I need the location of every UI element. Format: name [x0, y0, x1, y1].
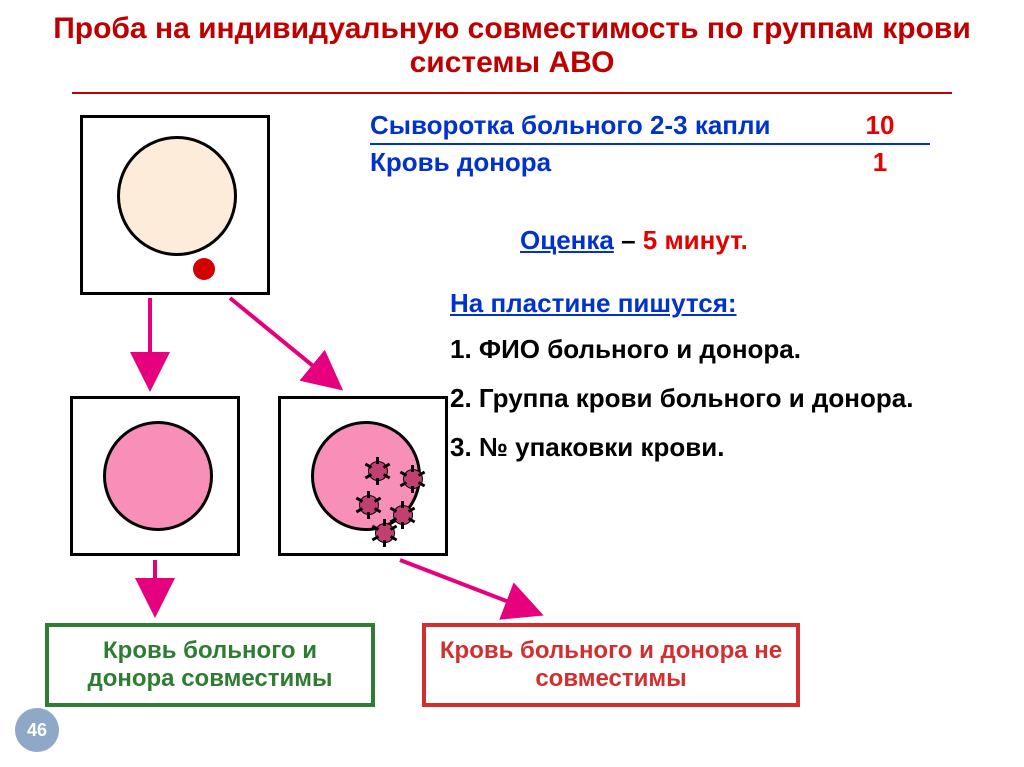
plate-item-3: № упаковки крови.: [450, 428, 913, 467]
ratio-divider: [370, 143, 930, 145]
plate-top: [80, 115, 270, 295]
plate-item-1: ФИО больного и донора.: [450, 330, 913, 369]
eval-dash: –: [614, 225, 643, 255]
slide-title: Проба на индивидуальную совместимость по…: [0, 0, 1024, 88]
result-incompatible-box: Кровь больного и донора не совместимы: [422, 623, 800, 707]
donor-blood-dot-icon: [193, 258, 215, 280]
ratio-row-donor: Кровь донора 1: [370, 147, 930, 178]
plate-incompatible: [278, 396, 448, 556]
arrow-top-to-right: [230, 298, 340, 388]
donor-label: Кровь донора: [370, 147, 850, 178]
result-compatible-box: Кровь больного и донора совместимы: [45, 623, 375, 707]
plate-list: ФИО больного и донора. Группа крови боль…: [450, 330, 913, 477]
ratio-block: Сыворотка больного 2-3 капли 10 Кровь до…: [370, 110, 930, 178]
page-number-badge: 46: [15, 708, 59, 752]
mixed-drop-compatible-icon: [103, 421, 213, 531]
title-underline: [72, 92, 952, 94]
serum-label: Сыворотка больного 2-3 капли: [370, 110, 850, 141]
plate-heading: На пластине пишутся:: [450, 288, 737, 319]
serum-ratio-num: 10: [850, 110, 910, 141]
title-text: Проба на индивидуальную совместимость по…: [53, 12, 971, 79]
arrow-right-to-incompat: [400, 560, 540, 614]
mixed-drop-incompatible-icon: [311, 421, 421, 531]
result-compatible-text: Кровь больного и донора совместимы: [87, 637, 332, 692]
plate-item-2: Группа крови больного и донора.: [450, 379, 913, 418]
plate-compatible: [70, 396, 240, 556]
ratio-row-serum: Сыворотка больного 2-3 капли 10: [370, 110, 930, 141]
donor-ratio-num: 1: [850, 147, 910, 178]
result-incompatible-text: Кровь больного и донора не совместимы: [440, 637, 782, 692]
page-number: 46: [27, 720, 47, 741]
eval-value: 5 минут.: [643, 225, 748, 255]
serum-drop-icon: [117, 136, 237, 256]
eval-label: Оценка: [520, 225, 614, 255]
evaluation-line: Оценка – 5 минут.: [520, 225, 748, 256]
